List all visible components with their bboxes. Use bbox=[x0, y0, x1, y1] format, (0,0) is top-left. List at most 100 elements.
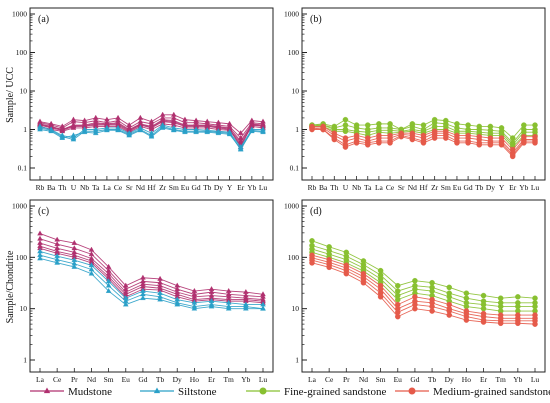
data-point bbox=[71, 263, 78, 269]
y-axis-label-chondrite: Sample/Chondrite bbox=[5, 250, 16, 323]
data-point bbox=[309, 238, 315, 244]
legend-entry-medium: Medium-grained sandstone bbox=[395, 386, 550, 398]
data-point bbox=[353, 140, 360, 146]
data-point bbox=[237, 130, 244, 136]
series-line bbox=[311, 262, 536, 325]
y-tick-label: 100 bbox=[288, 253, 300, 262]
x-tick-label: Eu bbox=[394, 375, 403, 384]
y-tick-label: 0.1 bbox=[18, 164, 28, 173]
data-point bbox=[320, 126, 326, 133]
x-tick-label: Ho bbox=[190, 375, 199, 384]
data-point bbox=[92, 130, 99, 136]
data-point bbox=[446, 284, 452, 291]
data-point bbox=[225, 305, 232, 311]
x-tick-label: Ta bbox=[92, 183, 100, 192]
legend-marker bbox=[153, 387, 161, 394]
data-point bbox=[105, 287, 112, 293]
data-point bbox=[226, 131, 233, 137]
x-tick-label: Pr bbox=[71, 375, 78, 384]
x-tick-label: Ba bbox=[319, 183, 328, 192]
x-tick-label: Sr bbox=[398, 183, 405, 192]
data-point bbox=[309, 126, 315, 133]
panel-label: (d) bbox=[310, 206, 322, 217]
x-tick-label: Tb bbox=[156, 375, 165, 384]
legend-entry-siltstone: Siltstone bbox=[140, 386, 217, 398]
data-point bbox=[342, 144, 349, 150]
data-point bbox=[387, 140, 393, 146]
series-line bbox=[39, 254, 264, 310]
x-tick-label: Gd bbox=[192, 183, 201, 192]
data-point bbox=[463, 317, 470, 323]
x-tick-label: Ce bbox=[325, 375, 334, 384]
y-tick-label: 1000 bbox=[284, 10, 299, 19]
x-tick-label: Tb bbox=[203, 183, 212, 192]
x-tick-label: Zr bbox=[431, 183, 439, 192]
data-point bbox=[140, 295, 146, 301]
y-axis-label-ucc: Sample/ UCC bbox=[5, 67, 16, 123]
data-point bbox=[105, 282, 112, 288]
x-tick-label: Dy bbox=[214, 183, 223, 192]
data-point bbox=[260, 129, 266, 135]
series-mudstone bbox=[37, 230, 266, 297]
series-line bbox=[311, 257, 535, 319]
data-point bbox=[398, 133, 404, 140]
y-tick-label: 10 bbox=[292, 304, 300, 313]
x-tick-label: Gd bbox=[410, 375, 419, 384]
legend-label: Siltstone bbox=[178, 386, 217, 398]
x-tick-label: Rb bbox=[308, 183, 317, 192]
panel-label: (c) bbox=[38, 206, 49, 217]
data-point bbox=[37, 235, 43, 241]
data-point bbox=[376, 140, 382, 146]
data-point bbox=[498, 142, 505, 148]
series-line bbox=[39, 245, 264, 302]
data-point bbox=[342, 128, 349, 135]
series-mudstone bbox=[37, 239, 266, 302]
data-point bbox=[377, 294, 384, 300]
x-tick-label: Sm bbox=[104, 375, 114, 384]
series-fine bbox=[309, 246, 538, 310]
x-tick-label: La bbox=[36, 375, 45, 384]
data-point bbox=[532, 321, 538, 327]
data-point bbox=[59, 126, 66, 132]
panel-c-chondrite-plot: 1 10 100 1000 La Ce Pr Nd Sm Eu Gd Tb Dy Ho Er Tm Yb Lu (c… bbox=[12, 199, 274, 384]
x-tick-label: Ta bbox=[364, 183, 372, 192]
data-point bbox=[509, 153, 516, 160]
data-point bbox=[148, 124, 155, 129]
x-tick-label: Gd bbox=[464, 183, 473, 192]
legend-marker bbox=[408, 387, 416, 395]
x-tick-label: Eu bbox=[453, 183, 462, 192]
x-tick-label: Th bbox=[58, 183, 67, 192]
data-point bbox=[309, 260, 315, 266]
series-line bbox=[311, 245, 535, 304]
x-tick-label: Sr bbox=[126, 183, 133, 192]
x-tick-label: Gd bbox=[138, 375, 147, 384]
x-tick-label: Yb bbox=[247, 183, 256, 192]
data-point bbox=[48, 128, 54, 134]
series-mudstone bbox=[37, 243, 266, 303]
data-point bbox=[70, 132, 77, 138]
data-point bbox=[343, 270, 350, 277]
x-tick-label: U bbox=[343, 183, 349, 192]
data-point bbox=[171, 127, 177, 133]
legend-entry-mudstone: Mudstone bbox=[30, 386, 112, 398]
data-point bbox=[204, 129, 211, 135]
series-line bbox=[311, 251, 535, 312]
series-siltstone bbox=[37, 248, 266, 307]
x-tick-label: Tb bbox=[428, 375, 437, 384]
x-tick-label: Rb bbox=[36, 183, 45, 192]
x-tick-label: Dy bbox=[486, 183, 495, 192]
x-tick-label: Ce bbox=[386, 183, 395, 192]
data-point bbox=[463, 295, 470, 301]
legend-label: Mudstone bbox=[68, 386, 112, 398]
data-point bbox=[429, 279, 435, 286]
plot-frame bbox=[29, 199, 274, 373]
x-tick-label: Nd bbox=[136, 183, 145, 192]
x-tick-label: La bbox=[308, 375, 317, 384]
y-tick-label: 10 bbox=[292, 87, 300, 96]
x-tick-label: Nd bbox=[408, 183, 417, 192]
x-tick-label: La bbox=[103, 183, 112, 192]
x-tick-label: Nb bbox=[352, 183, 361, 192]
data-point bbox=[126, 132, 132, 138]
series-siltstone bbox=[37, 255, 266, 311]
y-tick-label: 100 bbox=[16, 253, 28, 262]
